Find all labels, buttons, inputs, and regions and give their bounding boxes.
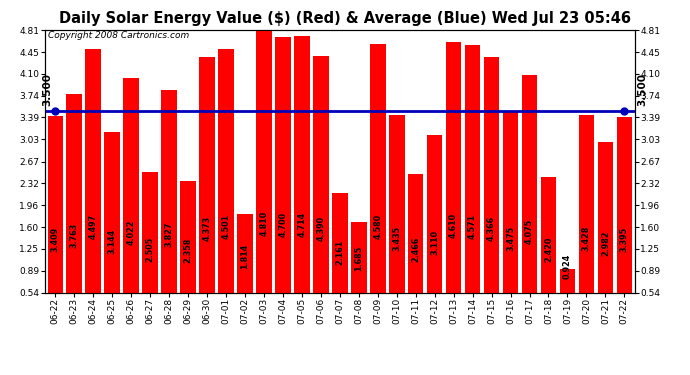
Text: 2.982: 2.982 [601,231,610,256]
Text: 4.022: 4.022 [127,219,136,245]
Bar [465,45,480,292]
Text: 4.501: 4.501 [221,214,230,240]
Text: 4.366: 4.366 [487,216,496,241]
Bar [617,117,632,292]
Text: 4.610: 4.610 [449,213,458,238]
Text: 4.810: 4.810 [259,211,268,236]
Text: 4.497: 4.497 [89,214,98,240]
Text: 3.763: 3.763 [70,222,79,248]
Bar [370,44,386,292]
Bar [332,193,348,292]
Bar [66,94,82,292]
Bar [313,56,328,292]
Bar [86,49,101,292]
Bar [180,181,196,292]
Text: Daily Solar Energy Value ($) (Red) & Average (Blue) Wed Jul 23 05:46: Daily Solar Energy Value ($) (Red) & Ave… [59,11,631,26]
Text: 2.466: 2.466 [411,237,420,262]
Text: 4.373: 4.373 [203,216,212,241]
Bar [48,116,63,292]
Bar [161,90,177,292]
Bar [484,57,500,292]
Bar [351,222,366,292]
Bar [427,135,442,292]
Text: Copyright 2008 Cartronics.com: Copyright 2008 Cartronics.com [48,32,189,40]
Bar [446,42,462,292]
Text: 3.110: 3.110 [430,230,439,255]
Text: 3.500: 3.500 [42,73,52,106]
Bar [275,37,290,292]
Text: 4.714: 4.714 [297,212,306,237]
Bar [199,57,215,292]
Text: 0.924: 0.924 [563,254,572,279]
Bar [598,142,613,292]
Text: 4.700: 4.700 [279,212,288,237]
Text: 4.571: 4.571 [468,213,477,238]
Text: 1.814: 1.814 [241,244,250,269]
Text: 1.685: 1.685 [354,245,364,271]
Text: 2.505: 2.505 [146,236,155,261]
Bar [522,75,538,292]
Bar [408,174,424,292]
Bar [560,269,575,292]
Bar [579,115,594,292]
Bar [541,177,556,292]
Text: 3.475: 3.475 [506,226,515,251]
Bar [503,112,518,292]
Bar [294,36,310,292]
Bar [256,30,272,292]
Text: 4.075: 4.075 [525,219,534,244]
Text: 3.500: 3.500 [638,73,648,106]
Text: 2.420: 2.420 [544,237,553,262]
Text: 3.395: 3.395 [620,226,629,252]
Bar [218,49,234,292]
Bar [142,172,158,292]
Text: 3.428: 3.428 [582,226,591,251]
Text: 3.435: 3.435 [392,226,401,251]
Text: 3.827: 3.827 [165,222,174,247]
Bar [237,214,253,292]
Text: 4.580: 4.580 [373,213,382,238]
Text: 2.161: 2.161 [335,240,344,266]
Text: 2.358: 2.358 [184,238,193,263]
Bar [124,78,139,292]
Text: 4.390: 4.390 [316,216,326,241]
Text: 3.144: 3.144 [108,230,117,255]
Text: 3.409: 3.409 [51,226,60,252]
Bar [389,114,404,292]
Bar [104,132,120,292]
